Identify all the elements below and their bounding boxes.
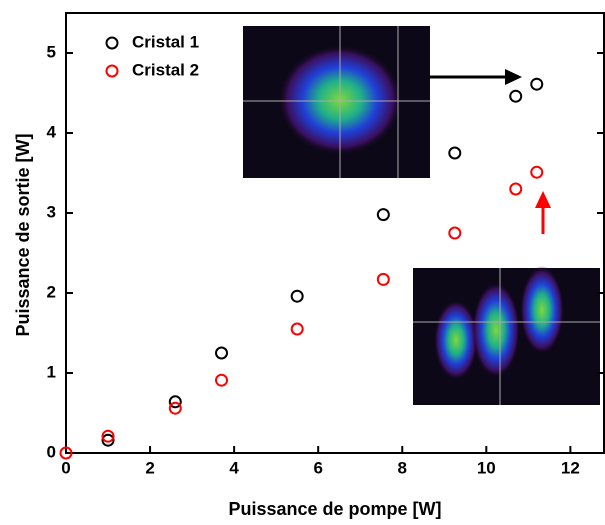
y-tick-label: 3 — [47, 202, 56, 221]
x-tick-label: 8 — [398, 458, 407, 477]
y-axis-label: Puissance de sortie [W] — [13, 133, 33, 336]
x-tick-label: 12 — [561, 458, 580, 477]
x-tick-label: 0 — [61, 458, 70, 477]
point — [509, 182, 523, 196]
point — [448, 226, 462, 240]
x-tick-label: 10 — [477, 458, 496, 477]
point — [376, 272, 390, 286]
y-tick-label: 1 — [47, 362, 56, 381]
point — [215, 373, 229, 387]
x-tick-label: 6 — [313, 458, 322, 477]
point — [448, 146, 462, 160]
plot-frame — [65, 12, 605, 454]
legend-label: Cristal 2 — [132, 60, 199, 79]
point — [59, 446, 73, 460]
x-axis-label: Puissance de pompe [W] — [228, 499, 441, 519]
point — [215, 346, 229, 360]
x-tick-label: 4 — [229, 458, 239, 477]
y-tick-label: 0 — [47, 442, 56, 461]
point — [290, 322, 304, 336]
point — [101, 433, 115, 447]
arrow-black — [430, 69, 522, 85]
y-tick-label: 4 — [47, 122, 57, 141]
point — [168, 395, 182, 409]
y-tick-label: 5 — [47, 42, 56, 61]
legend-label: Cristal 1 — [132, 32, 199, 51]
legend-marker — [105, 36, 119, 50]
inset-image-2 — [413, 266, 600, 405]
point — [168, 401, 182, 415]
inset-image-1 — [243, 26, 430, 178]
point — [101, 429, 115, 443]
point — [290, 289, 304, 303]
legend-marker — [105, 64, 119, 78]
x-tick-label: 2 — [145, 458, 154, 477]
point — [509, 89, 523, 103]
point — [376, 208, 390, 222]
point — [530, 165, 544, 179]
arrow-red — [535, 191, 551, 234]
point — [530, 77, 544, 91]
y-tick-label: 2 — [47, 282, 56, 301]
